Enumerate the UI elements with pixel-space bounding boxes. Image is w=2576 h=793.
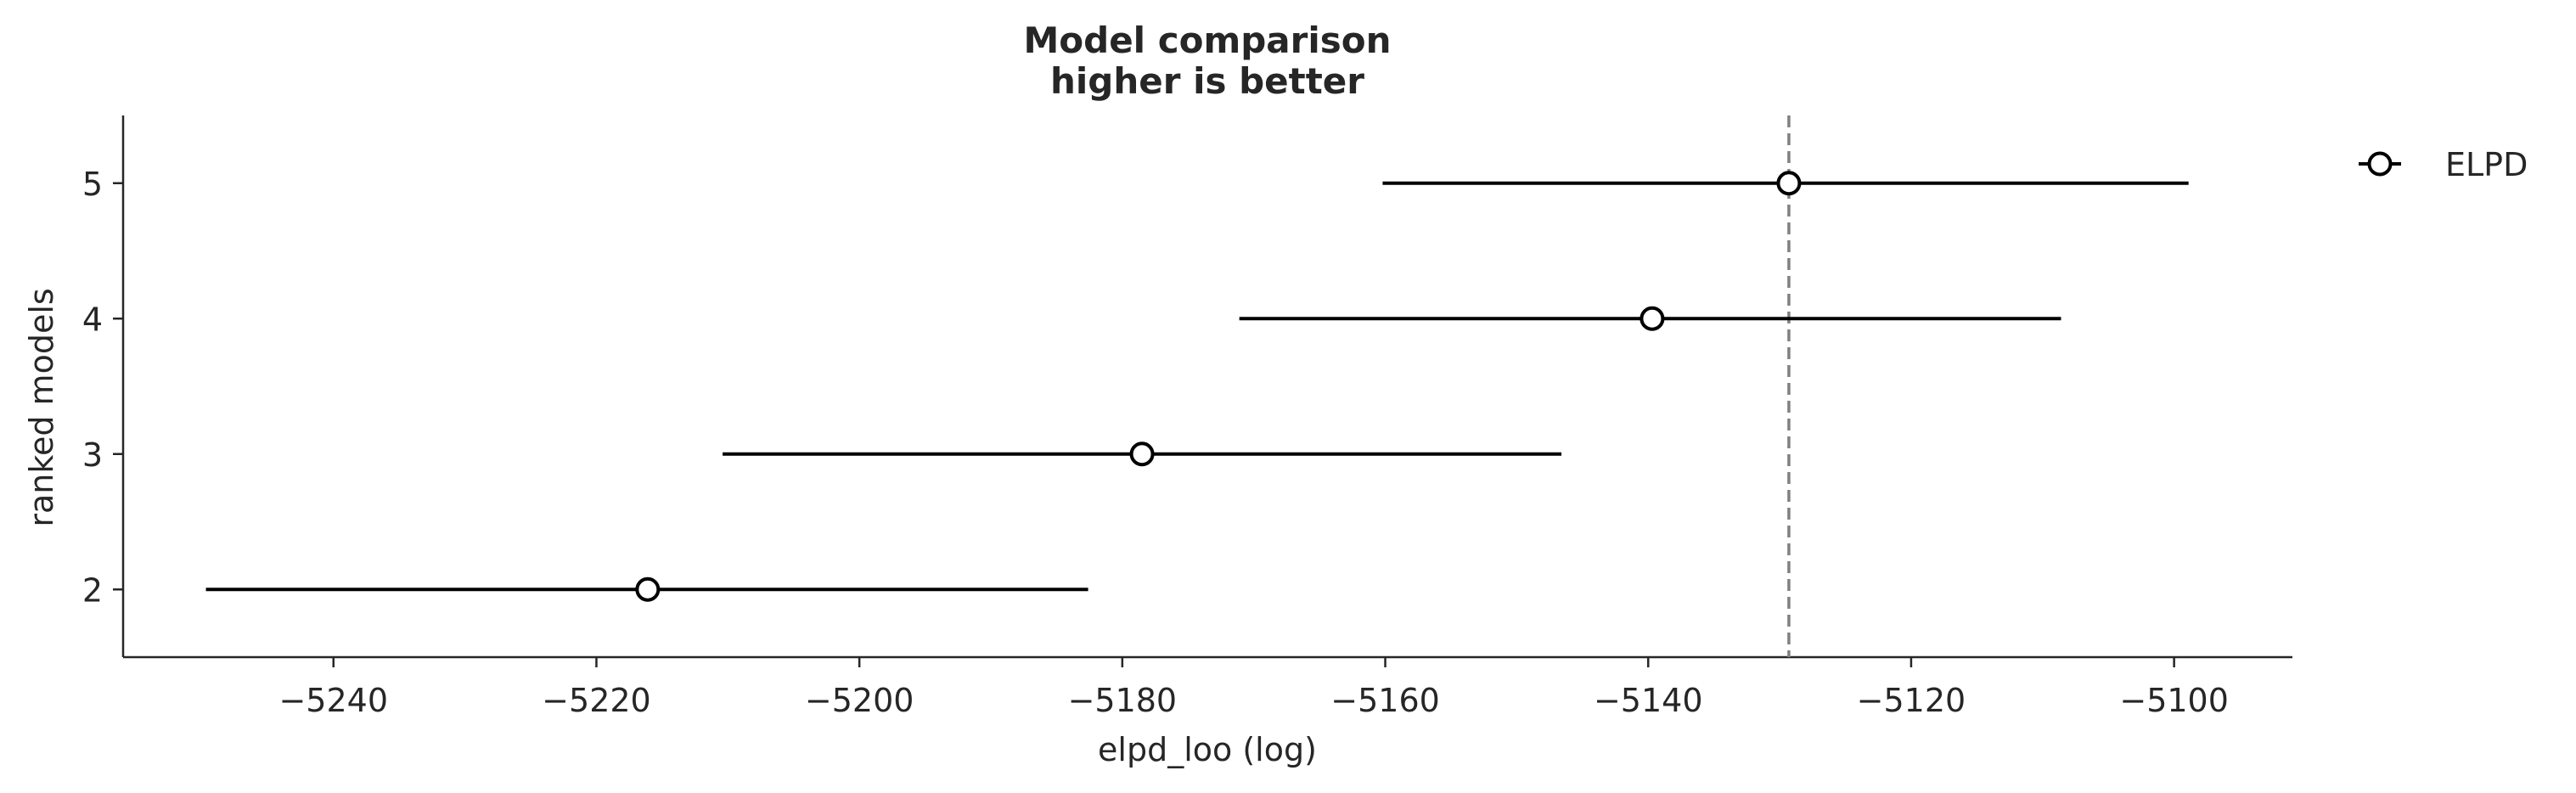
x-tick-label: −5140 (1594, 682, 1703, 719)
elpd-point-model-5 (1776, 171, 1802, 196)
y-tick-label: 2 (82, 571, 103, 609)
plot-area: −5240 −5220 −5200 −5180 −5160 −5140 −5120 −5100… (82, 115, 2292, 719)
y-tick-label: 4 (82, 301, 103, 338)
x-tick-label: −5160 (1330, 682, 1440, 719)
x-tick-label: −5100 (2119, 682, 2229, 719)
y-tick-label: 3 (82, 436, 103, 474)
chart-subtitle: higher is better (1050, 60, 1364, 102)
legend-label-elpd: ELPD (2445, 146, 2528, 183)
x-axis-label: elpd_loo (log) (1098, 731, 1317, 768)
y-axis-label: ranked models (23, 288, 60, 526)
x-tick-label: −5200 (805, 682, 914, 719)
elpd-point-model-2 (635, 576, 661, 602)
x-tick-label: −5220 (542, 682, 651, 719)
x-tick-label: −5120 (1857, 682, 1966, 719)
elpd-point-model-3 (1129, 441, 1155, 467)
x-tick-label: −5240 (278, 682, 388, 719)
x-tick-label: −5180 (1068, 682, 1178, 719)
legend: ELPD (2359, 146, 2528, 183)
y-tick-label: 5 (82, 166, 103, 203)
legend-marker (2367, 151, 2393, 177)
chart-title: Model comparison (1023, 20, 1391, 61)
elpd-point-model-4 (1640, 306, 1665, 331)
